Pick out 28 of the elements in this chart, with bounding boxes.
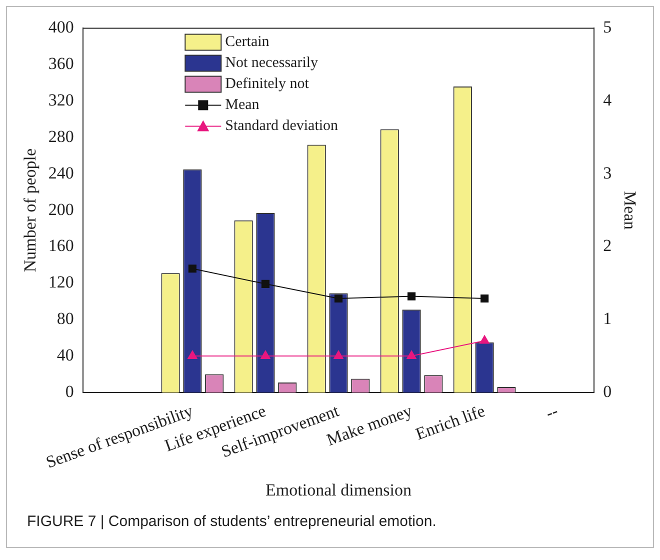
y2-tick-label: 5 (603, 18, 612, 37)
y-tick-label: 0 (65, 382, 74, 401)
y-tick-label: 400 (48, 18, 74, 37)
legend-label: Mean (225, 97, 260, 114)
y2-tick-label: 3 (603, 163, 612, 182)
y2-axis-title: Mean (620, 190, 640, 230)
y-tick-label: 320 (48, 90, 74, 110)
y-tick-label: 80 (56, 309, 74, 328)
y2-tick-label: 2 (603, 236, 612, 256)
y-tick-label: 120 (48, 272, 74, 292)
y-tick-label: 240 (48, 163, 74, 182)
x-tick-label: -- (543, 401, 561, 423)
y2-tick-label: 1 (603, 309, 612, 328)
y-tick-label: 200 (48, 200, 74, 219)
caption: FIGURE 7 | Comparison of students’ entrepreneurial emotion. (27, 513, 436, 530)
y-tick-label: 160 (48, 236, 74, 256)
x-tick-label: Enrich life (413, 401, 488, 444)
y-tick-label: 40 (56, 346, 74, 364)
legend-label: Certain (225, 34, 270, 50)
y-tick-label: 360 (48, 54, 74, 74)
y2-tick-label: 0 (603, 382, 612, 401)
y2-tick-label: 4 (603, 90, 612, 110)
legend-label: Standard deviation (225, 118, 339, 134)
y-tick-label: 280 (48, 126, 74, 146)
x-axis-title: Emotional dimension (266, 480, 412, 500)
y-axis-title: Number of people (20, 148, 40, 272)
legend-label: Definitely not (225, 76, 310, 92)
legend-label: Not necessarily (225, 55, 319, 72)
